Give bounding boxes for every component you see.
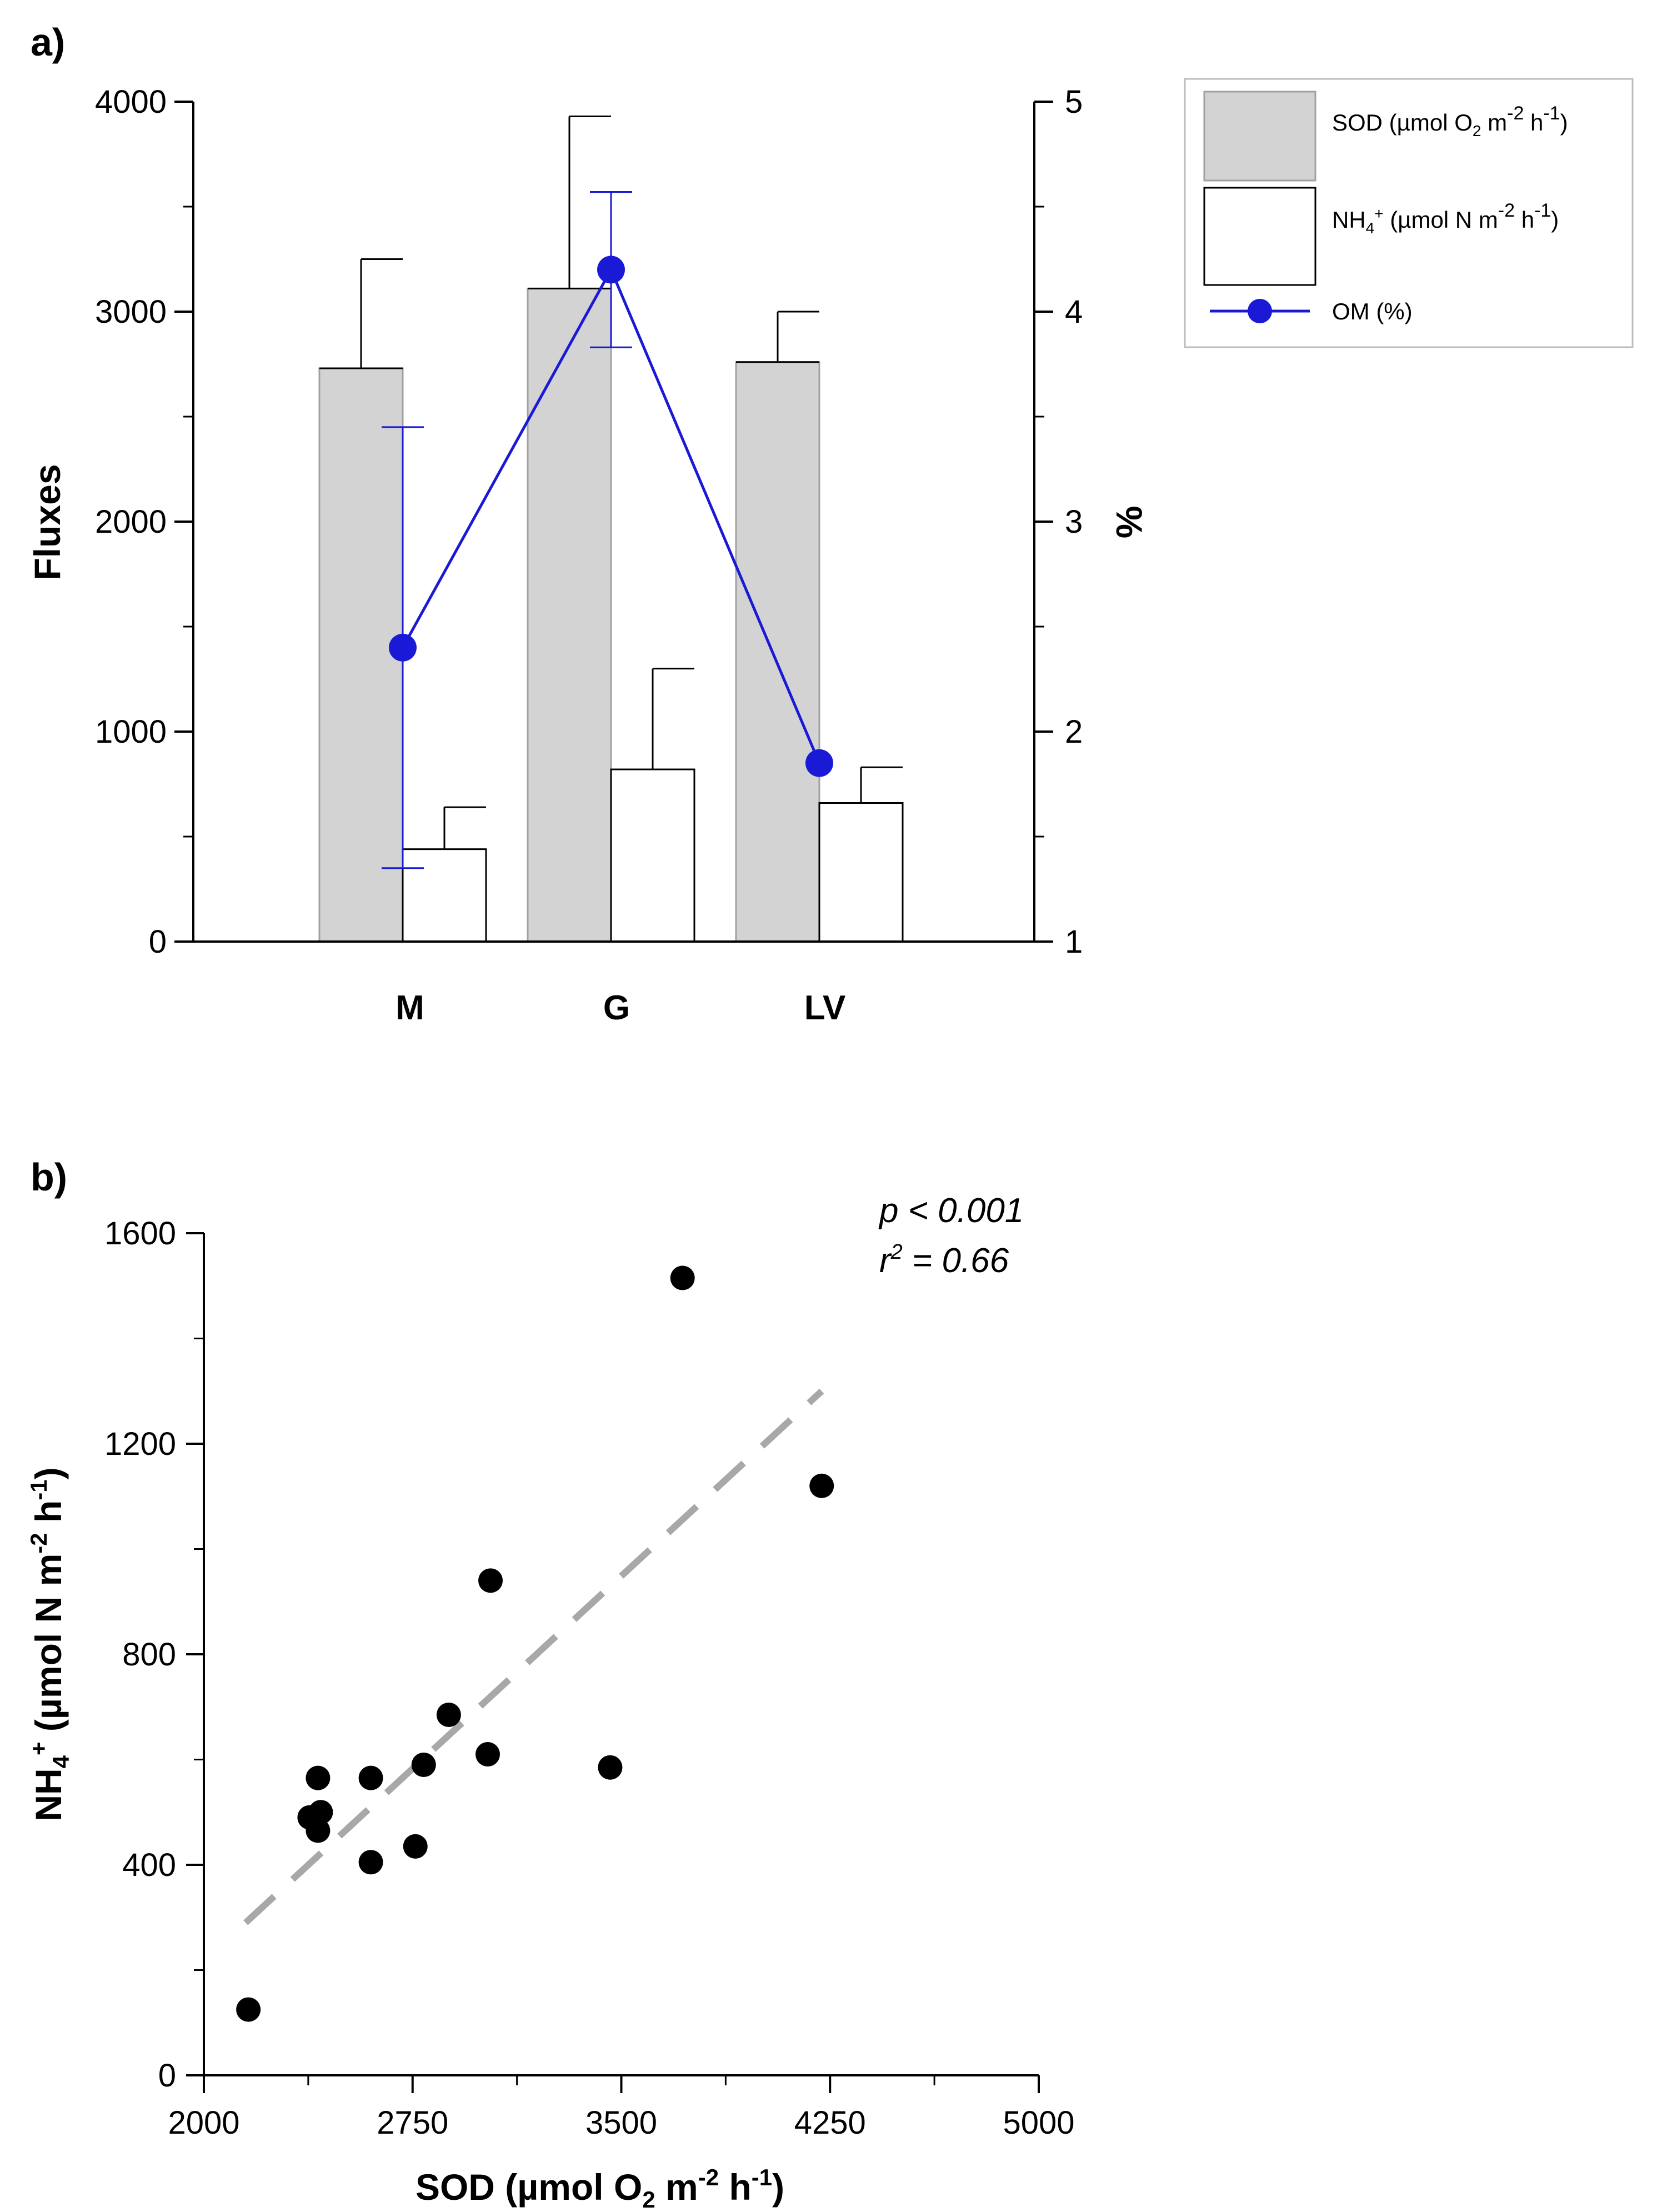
x-tick-label: 5000 bbox=[1003, 2105, 1074, 2141]
scatter-point bbox=[403, 1834, 428, 1859]
om-series bbox=[382, 191, 833, 869]
y-axis-title-left: Fluxes bbox=[27, 464, 68, 580]
r2-annotation: r2 = 0.66 bbox=[879, 1240, 1009, 1280]
x-tick-label: 4250 bbox=[794, 2105, 866, 2141]
legend-swatch-om-marker bbox=[1248, 299, 1272, 323]
legend-swatch-sod bbox=[1203, 91, 1316, 182]
y-tick-label: 4000 bbox=[95, 84, 167, 120]
scatter-point bbox=[670, 1265, 695, 1290]
category-label-LV: LV bbox=[804, 989, 846, 1027]
y2-tick-label: 4 bbox=[1065, 294, 1083, 330]
bar-sod-G bbox=[527, 287, 612, 943]
bar-sod-M bbox=[318, 367, 404, 943]
scatter-point bbox=[358, 1765, 383, 1790]
y-tick-label: 1000 bbox=[95, 714, 167, 750]
y-tick-label: 1600 bbox=[104, 1215, 176, 1252]
y-ticks-left: 0 1000 2000 3000 4000 bbox=[95, 84, 193, 960]
legend-swatch-nh4 bbox=[1203, 187, 1316, 286]
x-axis-title: SOD (µmol O2 m-2 h-1) bbox=[415, 2164, 784, 2212]
panel-b-label: b) bbox=[31, 1155, 67, 1199]
category-label-G: G bbox=[603, 989, 630, 1027]
scatter-point bbox=[358, 1850, 383, 1875]
y-tick-label: 0 bbox=[158, 2058, 176, 2094]
om-point-LV bbox=[805, 749, 833, 777]
bar-sod-LV bbox=[735, 361, 820, 943]
x-tick-label: 2750 bbox=[377, 2105, 448, 2141]
scatter-point bbox=[306, 1818, 331, 1843]
panel-b: b) 2000 2750 3500 4250 5000 040080012001600 … bbox=[26, 1155, 1075, 2212]
x-tick-label: 2000 bbox=[168, 2105, 239, 2141]
scatter-point bbox=[475, 1742, 500, 1767]
y-axis-title-right: % bbox=[1109, 506, 1150, 539]
legend: SOD (µmol O2 m-2 h-1) NH4+ (µmol N m-2 h… bbox=[1184, 78, 1634, 348]
y2-tick-label: 3 bbox=[1065, 504, 1083, 540]
bar-nh4-LV bbox=[818, 802, 904, 943]
panel-a: a) 0 1000 2000 3000 4000 1 2 3 4 5 M G LV Fluxes %… bbox=[27, 21, 1634, 1027]
scatter-point bbox=[809, 1473, 834, 1498]
om-point-G bbox=[597, 256, 625, 284]
legend-label-sod: SOD (µmol O2 m-2 h-1) bbox=[1332, 103, 1568, 139]
scatter-points bbox=[236, 1265, 834, 2022]
y-ticks: 0 400 800 1200 1600 bbox=[104, 1215, 204, 2094]
scatter-point bbox=[598, 1755, 623, 1780]
panel-a-label: a) bbox=[31, 21, 65, 64]
scatter-point bbox=[308, 1800, 333, 1825]
y-tick-label: 2000 bbox=[95, 504, 167, 540]
scatter-point bbox=[436, 1702, 461, 1727]
regression-line bbox=[243, 1388, 824, 1925]
scatter-point bbox=[236, 1997, 261, 2022]
y-tick-label: 400 bbox=[122, 1847, 176, 1883]
x-ticks: 2000 2750 3500 4250 5000 bbox=[168, 2075, 1075, 2141]
y-ticks-right: 1 2 3 4 5 bbox=[1034, 84, 1083, 960]
y2-tick-label: 5 bbox=[1065, 84, 1083, 120]
y2-tick-label: 2 bbox=[1065, 714, 1083, 750]
y-tick-label: 800 bbox=[122, 1637, 176, 1673]
scatter-point bbox=[306, 1765, 331, 1790]
legend-label-om: OM (%) bbox=[1332, 298, 1413, 324]
category-labels: M G LV bbox=[396, 989, 845, 1027]
y-tick-label: 3000 bbox=[95, 294, 167, 330]
legend-label-nh4: NH4+ (µmol N m-2 h-1) bbox=[1332, 200, 1559, 237]
scatter-point bbox=[411, 1752, 436, 1777]
y-tick-label: 1200 bbox=[104, 1426, 176, 1462]
bar-error-bars bbox=[319, 115, 903, 849]
x-tick-label: 3500 bbox=[585, 2105, 657, 2141]
y-axis-title: NH4+ (µmol N m-2 h-1) bbox=[26, 1467, 74, 1821]
p-value-annotation: p < 0.001 bbox=[878, 1192, 1024, 1230]
scatter-point bbox=[478, 1568, 503, 1593]
bar-nh4-G bbox=[610, 768, 695, 943]
trendline bbox=[243, 1388, 824, 1925]
y2-tick-label: 1 bbox=[1065, 924, 1083, 960]
y-tick-label: 0 bbox=[149, 924, 167, 960]
om-point-M bbox=[389, 633, 417, 662]
bar-nh4-M bbox=[402, 848, 487, 943]
category-label-M: M bbox=[396, 989, 424, 1027]
